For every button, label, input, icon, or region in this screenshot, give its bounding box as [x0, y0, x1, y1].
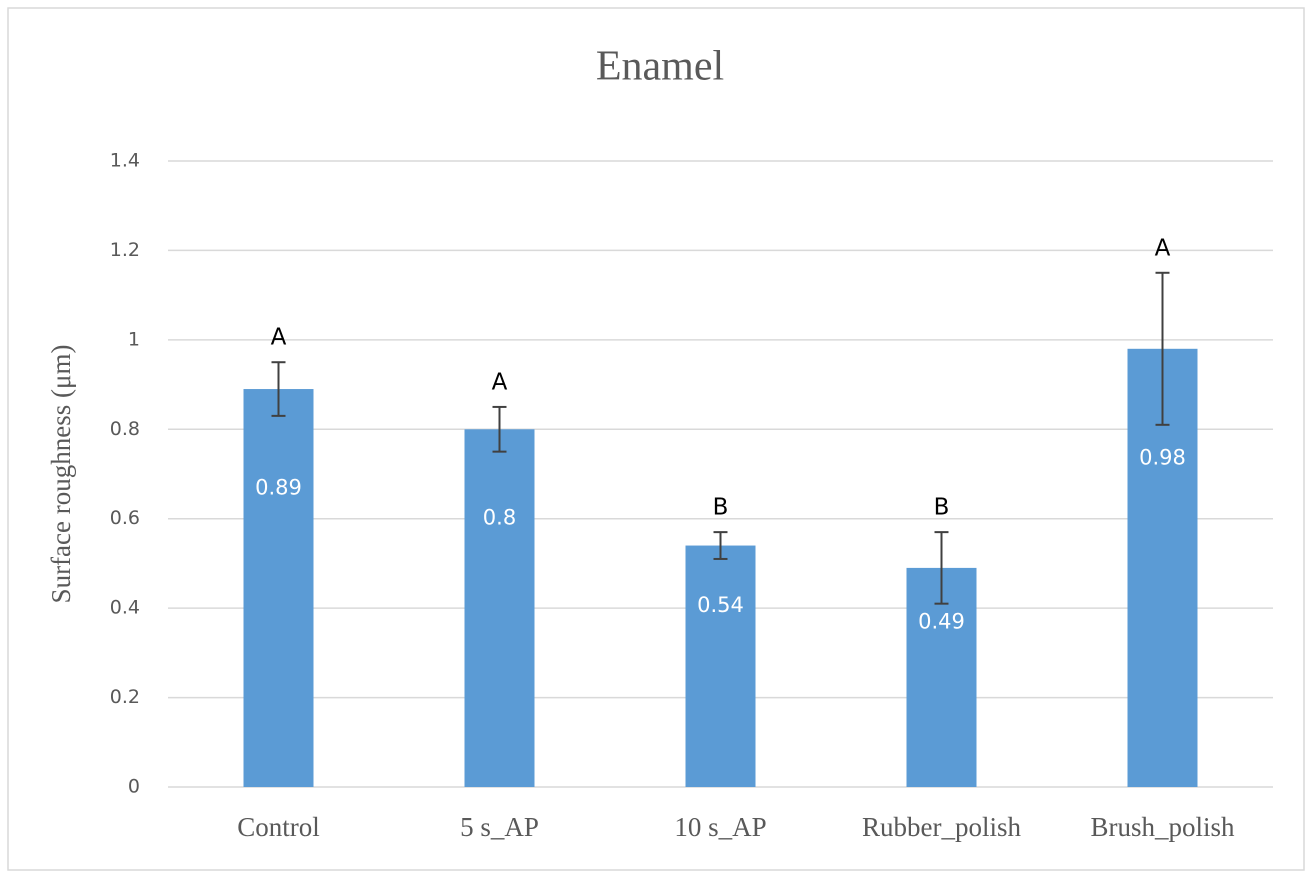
y-axis-label: Surface roughness (μm) [46, 345, 76, 604]
y-tick-label: 1.4 [110, 150, 140, 172]
chart-border [7, 7, 1305, 871]
y-tick-label: 1.2 [110, 239, 140, 261]
data-label: 0.89 [255, 476, 302, 500]
y-tick-label: 0.2 [110, 686, 140, 708]
bar [464, 429, 535, 787]
y-tick-label: 1 [128, 328, 140, 350]
y-tick-label: 0 [128, 776, 140, 798]
data-label: 0.8 [483, 506, 516, 530]
group-label: B [713, 495, 729, 521]
group-label: B [934, 495, 950, 521]
y-tick-label: 0.4 [110, 597, 140, 619]
x-tick-label: Brush_polish [1090, 812, 1235, 842]
x-tick-label: 5 s_AP [460, 812, 539, 842]
data-label: 0.54 [697, 593, 744, 617]
bar [243, 389, 314, 787]
chart-title: Enamel [596, 44, 724, 90]
bar [685, 545, 756, 787]
y-tick-label: 0.8 [110, 418, 140, 440]
data-label: 0.49 [918, 610, 965, 634]
x-tick-label: Control [237, 812, 320, 842]
y-tick-label: 0.6 [110, 507, 140, 529]
x-tick-label: 10 s_AP [674, 812, 766, 842]
group-label: A [1155, 235, 1171, 261]
group-label: A [271, 325, 287, 351]
x-tick-label: Rubber_polish [862, 812, 1021, 842]
group-label: A [492, 369, 508, 395]
data-label: 0.98 [1139, 445, 1186, 469]
